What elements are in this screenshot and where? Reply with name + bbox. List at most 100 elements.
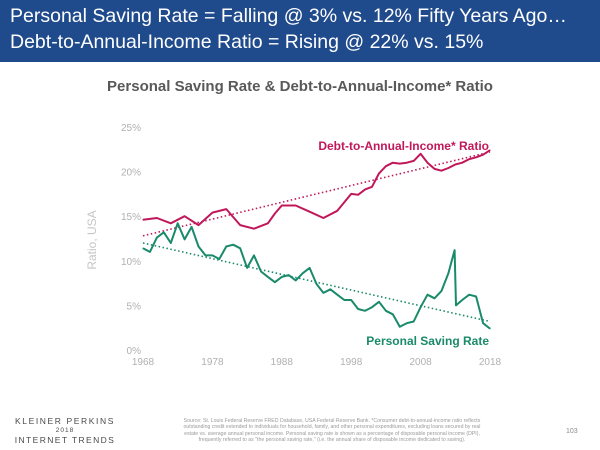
saving-rate-point (218, 258, 220, 260)
debt-ratio-point (253, 228, 255, 230)
saving-rate-point (406, 322, 408, 324)
y-axis-label: Ratio, USA (85, 210, 99, 269)
debt-ratio-point (392, 162, 394, 164)
debt-ratio-point (197, 224, 200, 226)
debt-ratio-point (184, 215, 186, 217)
debt-ratio-point (350, 193, 352, 195)
debt-ratio-point (170, 222, 172, 224)
saving-rate-point (156, 237, 158, 239)
debt-ratio-point (399, 162, 401, 165)
y-tick-label: 20% (121, 168, 141, 179)
source-line: outstanding credit extended to individua… (183, 424, 481, 431)
saving-rate-point (454, 249, 456, 251)
debt-ratio-point (420, 153, 422, 155)
debt-ratio-point (357, 194, 359, 196)
debt-ratio-point (371, 186, 373, 188)
headline-line-2: Debt-to-Annual-Income Ratio = Rising @ 2… (10, 31, 484, 53)
saving-rate-point (399, 326, 401, 328)
debt-ratio-point (364, 188, 366, 191)
headline-line-1: Personal Saving Rate = Falling @ 3% vs. … (10, 5, 567, 27)
header-banner: Personal Saving Rate = Falling @ 3% vs. … (0, 0, 600, 62)
saving-rate-trendline (142, 242, 491, 323)
saving-rate-point (426, 294, 429, 296)
saving-rate-point (295, 279, 297, 282)
y-tick-label: 25% (121, 123, 141, 134)
saving-rate-point (385, 310, 387, 312)
saving-rate-point (315, 283, 318, 285)
saving-rate-point (204, 254, 207, 257)
debt-ratio-point (274, 212, 276, 215)
saving-rate-point (371, 306, 373, 308)
saving-rate-point (475, 295, 477, 298)
saving-rate-point (274, 281, 276, 283)
debt-ratio-point (426, 162, 429, 164)
saving-rate-point (246, 267, 248, 269)
debt-ratio-point (468, 158, 470, 160)
saving-rate-point (149, 251, 151, 253)
saving-rate-point (308, 267, 311, 269)
debt-ratio-point (475, 156, 477, 158)
saving-rate-point (253, 254, 255, 257)
saving-rate-point (433, 297, 436, 299)
saving-rate-point (225, 245, 227, 248)
kleiner-perkins-logo: KLEINER PERKINS 2018 INTERNET TRENDS (10, 416, 120, 445)
saving-rate-point (302, 272, 304, 274)
saving-rate-point (322, 292, 325, 294)
saving-rate-point (392, 313, 394, 315)
saving-rate-point (142, 247, 144, 249)
saving-rate-point (232, 244, 234, 246)
saving-rate-point (190, 226, 193, 228)
saving-rate-point (170, 242, 172, 244)
source-line: frequently referred to as "the personal … (198, 436, 466, 443)
saving-rate-point (447, 272, 449, 274)
saving-rate-series-label: Personal Saving Rate (366, 334, 489, 348)
saving-rate-point (440, 290, 443, 292)
debt-ratio-point (440, 170, 443, 172)
debt-ratio-point (295, 204, 297, 207)
saving-rate-point (239, 247, 241, 249)
debt-ratio-point (454, 163, 456, 166)
debt-ratio-series-label: Debt-to-Annual-Income* Ratio (318, 139, 489, 153)
saving-rate-line (142, 222, 491, 330)
debt-ratio-point (433, 168, 436, 170)
debt-ratio-point (308, 211, 311, 213)
x-tick-label: 1978 (201, 357, 224, 368)
source-note: Source: St. Louis Federal Reserve FRED D… (146, 418, 518, 443)
page-number: 103 (566, 428, 578, 435)
debt-ratio-point (267, 222, 269, 224)
y-tick-label: 10% (121, 257, 141, 268)
debt-ratio-point (378, 172, 380, 174)
saving-rate-point (482, 322, 484, 324)
saving-rate-point (420, 306, 422, 308)
debt-ratio-point (406, 162, 408, 164)
saving-rate-point (329, 288, 331, 290)
logo-line-3: INTERNET TRENDS (14, 435, 116, 445)
saving-rate-point (357, 308, 359, 310)
y-tick-label: 15% (121, 212, 141, 223)
saving-rate-point (468, 294, 470, 296)
saving-rate-point (343, 299, 345, 301)
debt-ratio-point (461, 162, 463, 164)
y-tick-label: 5% (127, 301, 142, 312)
logo-line-2: 2018 (55, 427, 75, 434)
x-tick-label: 2008 (409, 357, 432, 368)
saving-rate-point (260, 270, 262, 273)
saving-rate-point (211, 254, 213, 257)
saving-rate-point (177, 222, 179, 224)
debt-ratio-point (211, 212, 213, 214)
debt-ratio-point (336, 210, 338, 212)
saving-rate-point (364, 310, 366, 312)
saving-rate-point (378, 301, 380, 303)
x-tick-label: 1998 (340, 357, 363, 368)
saving-rate-point (455, 304, 457, 306)
saving-rate-point (413, 320, 415, 323)
saving-rate-point (489, 327, 491, 330)
debt-ratio-line (142, 149, 491, 230)
saving-rate-point (281, 276, 283, 278)
y-tick-label: 0% (127, 346, 142, 357)
debt-ratio-point (156, 217, 158, 219)
saving-rate-point (350, 299, 352, 301)
x-tick-label: 2018 (479, 357, 502, 368)
source-line: Source: St. Louis Federal Reserve FRED D… (183, 418, 481, 424)
chart-title: Personal Saving Rate & Debt-to-Annual-In… (107, 78, 493, 95)
